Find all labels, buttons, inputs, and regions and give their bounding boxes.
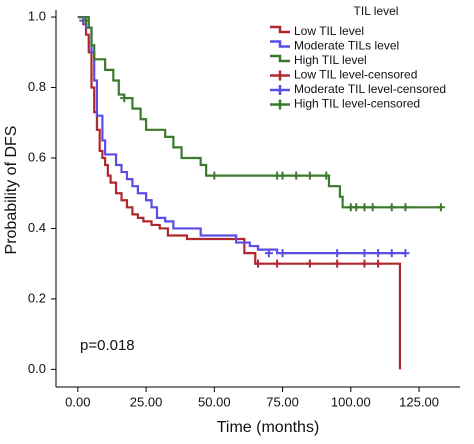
x-tick-label: 25.00: [130, 394, 163, 409]
legend-label: Moderate TIL level-censored: [294, 82, 446, 96]
y-axis-label: Probability of DFS: [3, 126, 20, 255]
censor-mark: [264, 249, 273, 258]
legend-label: High TIL level-censored: [294, 97, 420, 111]
p-value: p=0.018: [80, 337, 135, 354]
legend-swatch: [270, 99, 290, 110]
survival-line: [77, 15, 402, 370]
censor-mark: [120, 94, 129, 103]
x-tick-label: 75.00: [266, 394, 299, 409]
censor-mark: [305, 259, 314, 268]
censor-mark: [387, 249, 396, 258]
y-tick-label: 0.0: [28, 361, 46, 376]
legend-title: TIL level: [354, 4, 399, 18]
censor-mark: [333, 249, 342, 258]
censor-mark: [368, 203, 377, 212]
x-tick-label: 100.00: [331, 394, 371, 409]
legend-label: Low TIL level: [294, 24, 364, 38]
censor-mark: [305, 171, 314, 180]
censor-mark: [360, 259, 369, 268]
y-tick-label: 0.2: [28, 290, 46, 305]
censor-mark: [82, 16, 91, 25]
x-tick-label: 125.00: [399, 394, 439, 409]
y-tick-label: 0.8: [28, 79, 46, 94]
censor-mark: [401, 249, 410, 258]
legend-label: Moderate TILs level: [294, 39, 399, 53]
censor-mark: [436, 203, 445, 212]
legend-swatch: [270, 70, 290, 81]
y-tick-label: 0.4: [28, 220, 46, 235]
censor-mark: [360, 203, 369, 212]
censor-mark: [333, 259, 342, 268]
censor-mark: [292, 171, 301, 180]
censor-mark: [352, 203, 361, 212]
legend-label: Low TIL level-censored: [294, 68, 417, 82]
x-tick-label: 50.00: [198, 394, 231, 409]
censor-mark: [374, 249, 383, 258]
legend-label: High TIL level: [294, 53, 367, 67]
censor-mark: [322, 171, 331, 180]
x-axis-label: Time (months): [217, 419, 320, 436]
censor-mark: [278, 171, 287, 180]
legend-swatch: [270, 54, 290, 63]
x-tick-label: 0.00: [65, 394, 90, 409]
censor-mark: [401, 203, 410, 212]
censor-mark: [278, 249, 287, 258]
y-tick-label: 0.6: [28, 149, 46, 164]
y-tick-label: 1.0: [28, 8, 46, 23]
legend-swatch: [270, 40, 290, 48]
censor-mark: [374, 259, 383, 268]
censor-mark: [273, 259, 282, 268]
survival-line: [77, 15, 406, 255]
legend-swatch: [270, 85, 290, 95]
censor-mark: [387, 203, 396, 212]
censor-mark: [360, 249, 369, 258]
legend-swatch: [270, 25, 290, 34]
censor-mark: [210, 171, 219, 180]
censor-mark: [254, 259, 262, 268]
